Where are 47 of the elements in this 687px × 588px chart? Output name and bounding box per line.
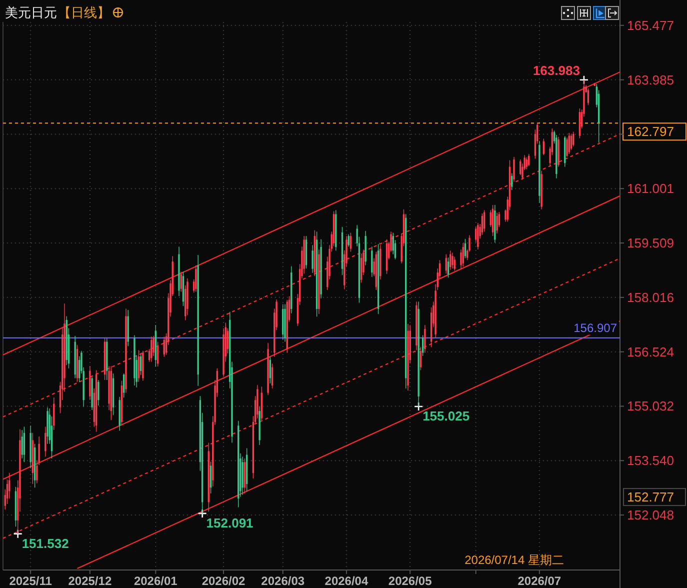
x-tick-label: 2026/02 bbox=[202, 574, 246, 588]
candlestick bbox=[566, 137, 568, 158]
text: 152.777 bbox=[627, 490, 674, 505]
candlestick bbox=[371, 246, 373, 278]
annotation: 152.091 bbox=[206, 515, 254, 530]
candlestick bbox=[477, 222, 479, 250]
candlestick bbox=[44, 426, 46, 457]
y-tick-label: 153.540 bbox=[627, 453, 674, 468]
candlestick bbox=[21, 430, 23, 459]
candlestick bbox=[447, 257, 450, 278]
candlestick bbox=[123, 373, 125, 398]
annotation: 155.025 bbox=[422, 408, 470, 424]
candlestick bbox=[424, 324, 426, 354]
x-tick-label: 2026/04 bbox=[324, 574, 368, 588]
candlestick bbox=[496, 212, 498, 234]
y-tick-label: 152.048 bbox=[627, 508, 674, 523]
x-tick-label: 2025/11 bbox=[9, 574, 52, 588]
y-tick-label: 155.032 bbox=[627, 398, 674, 414]
annotation: 163.983 bbox=[532, 62, 580, 78]
y-tick-label: 161.001 bbox=[627, 181, 674, 196]
candlestick bbox=[98, 380, 100, 406]
candlestick bbox=[150, 336, 152, 362]
x-tick-label: 2026/01 bbox=[134, 574, 178, 588]
candlestick bbox=[462, 242, 464, 267]
candlestick bbox=[587, 88, 590, 106]
chart-subtitle: 【日线】 bbox=[58, 5, 110, 20]
y-tick-label: 163.985 bbox=[627, 72, 674, 88]
x-tick-label: 2026/07 bbox=[518, 574, 562, 588]
candlestick bbox=[454, 256, 456, 272]
annotation: 2026/07/14 星期二 bbox=[464, 553, 564, 567]
y-tick-label: 159.509 bbox=[627, 235, 674, 250]
y-tick-label: 158.016 bbox=[627, 290, 674, 305]
chart-title: 美元日元 bbox=[5, 5, 57, 20]
y-tick-label: 165.477 bbox=[627, 18, 674, 33]
ref-line-label: 162.797 bbox=[627, 124, 674, 140]
x-tick-label: 2026/03 bbox=[261, 574, 305, 588]
candlestick bbox=[542, 138, 545, 156]
candlestick bbox=[312, 244, 314, 274]
y-tick-label: 156.524 bbox=[627, 344, 674, 360]
x-tick-label: 2026/05 bbox=[388, 574, 432, 588]
candlestick bbox=[350, 232, 352, 252]
candlestick bbox=[452, 252, 454, 269]
candlestick bbox=[513, 156, 515, 182]
x-tick-label: 2025/12 bbox=[68, 574, 112, 588]
ref-line-label: 156.907 bbox=[574, 320, 618, 335]
annotation: 151.532 bbox=[22, 536, 69, 551]
candlestick bbox=[195, 264, 197, 292]
